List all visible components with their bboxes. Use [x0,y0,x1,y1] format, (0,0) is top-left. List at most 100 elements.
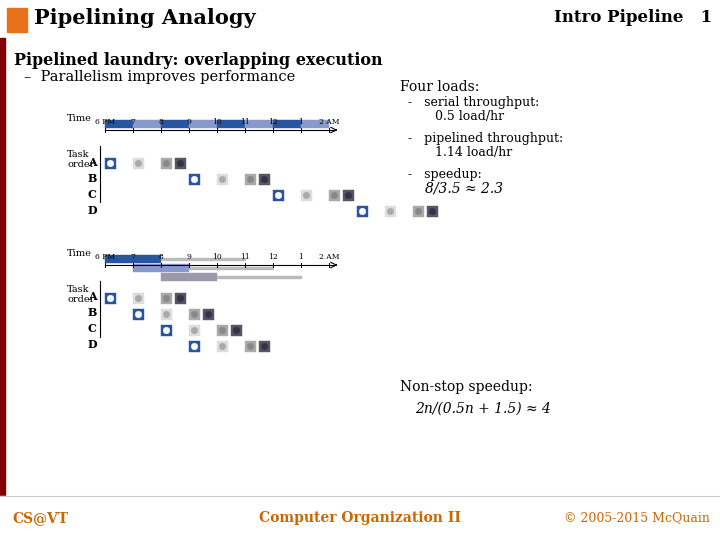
Text: C: C [88,188,96,199]
Text: 2 AM: 2 AM [319,253,339,261]
Bar [161,309,172,320]
Circle shape [163,327,170,334]
Bar [161,158,172,169]
Text: 12: 12 [268,118,278,126]
Circle shape [331,192,338,199]
Bar [357,206,368,217]
Circle shape [219,176,226,183]
Bar [105,158,116,169]
Text: Non-stop speedup:: Non-stop speedup: [400,380,533,394]
Circle shape [303,192,310,199]
Bar [133,293,144,304]
Bar [7,8,27,32]
Text: B: B [87,172,96,184]
Circle shape [261,343,268,350]
Bar [0,38,720,495]
Bar [161,293,172,304]
Text: Computer Organization II: Computer Organization II [259,511,461,525]
Bar [217,276,301,278]
Bar [273,190,284,201]
Circle shape [261,176,268,183]
Circle shape [205,311,212,318]
Circle shape [177,295,184,302]
Bar [273,120,301,128]
Text: 0.5 load/hr: 0.5 load/hr [435,110,504,123]
Bar [217,325,228,336]
Bar [301,120,329,128]
Bar [0,496,720,540]
Bar [133,264,189,272]
Text: 8: 8 [158,253,163,261]
Circle shape [233,327,240,334]
Text: 7: 7 [130,118,135,126]
Bar [105,255,161,263]
Bar [133,158,144,169]
Text: CS@VT: CS@VT [12,511,68,525]
Circle shape [177,160,184,167]
Circle shape [247,343,254,350]
Circle shape [192,327,198,334]
Bar [245,341,256,352]
Circle shape [429,208,436,215]
Circle shape [219,343,226,350]
Circle shape [135,311,142,318]
Text: Task
order: Task order [67,150,94,170]
Text: 11: 11 [240,118,250,126]
Text: –  Parallelism improves performance: – Parallelism improves performance [24,70,295,84]
Bar [329,190,340,201]
Bar [189,267,273,269]
Circle shape [359,208,366,215]
Text: 6 PM: 6 PM [95,118,115,126]
Text: 11: 11 [240,253,250,261]
Text: Intro Pipeline   1: Intro Pipeline 1 [554,10,712,26]
Text: Task
order: Task order [67,285,94,305]
Bar [105,293,116,304]
Bar [175,158,186,169]
Text: A: A [88,157,96,167]
Circle shape [107,295,114,302]
Text: -   pipelined throughput:: - pipelined throughput: [408,132,563,145]
Bar [203,309,214,320]
Circle shape [192,176,198,183]
Bar [0,0,720,38]
Circle shape [219,327,226,334]
Text: 8: 8 [158,118,163,126]
Text: C: C [88,323,96,334]
Bar [161,120,189,128]
Text: Four loads:: Four loads: [400,80,480,94]
Bar [189,341,200,352]
Circle shape [387,208,394,215]
Circle shape [345,192,352,199]
Bar [343,190,354,201]
Text: 7: 7 [130,253,135,261]
Text: 10: 10 [212,253,222,261]
Bar [259,174,270,185]
Text: D: D [87,205,96,215]
Bar [161,273,217,281]
Text: -   speedup:: - speedup: [408,168,482,181]
Bar [133,120,161,128]
Text: 1.14 load/hr: 1.14 load/hr [435,146,512,159]
Text: Time: Time [67,114,92,123]
Bar [189,174,200,185]
Circle shape [275,192,282,199]
Circle shape [247,176,254,183]
Bar [217,120,245,128]
Bar [133,309,144,320]
Circle shape [107,160,114,167]
Circle shape [192,311,198,318]
Circle shape [415,208,422,215]
Text: 12: 12 [268,253,278,261]
Text: 2n/(0.5n + 1.5) ≈ 4: 2n/(0.5n + 1.5) ≈ 4 [415,402,551,416]
Circle shape [163,311,170,318]
Text: 8/3.5 ≈ 2.3: 8/3.5 ≈ 2.3 [425,182,503,196]
Text: D: D [87,340,96,350]
Bar [161,325,172,336]
Text: 6 PM: 6 PM [95,253,115,261]
Bar [245,120,273,128]
Text: A: A [88,292,96,302]
Bar [259,341,270,352]
Bar [161,258,245,260]
Circle shape [135,295,142,302]
Bar [301,190,312,201]
